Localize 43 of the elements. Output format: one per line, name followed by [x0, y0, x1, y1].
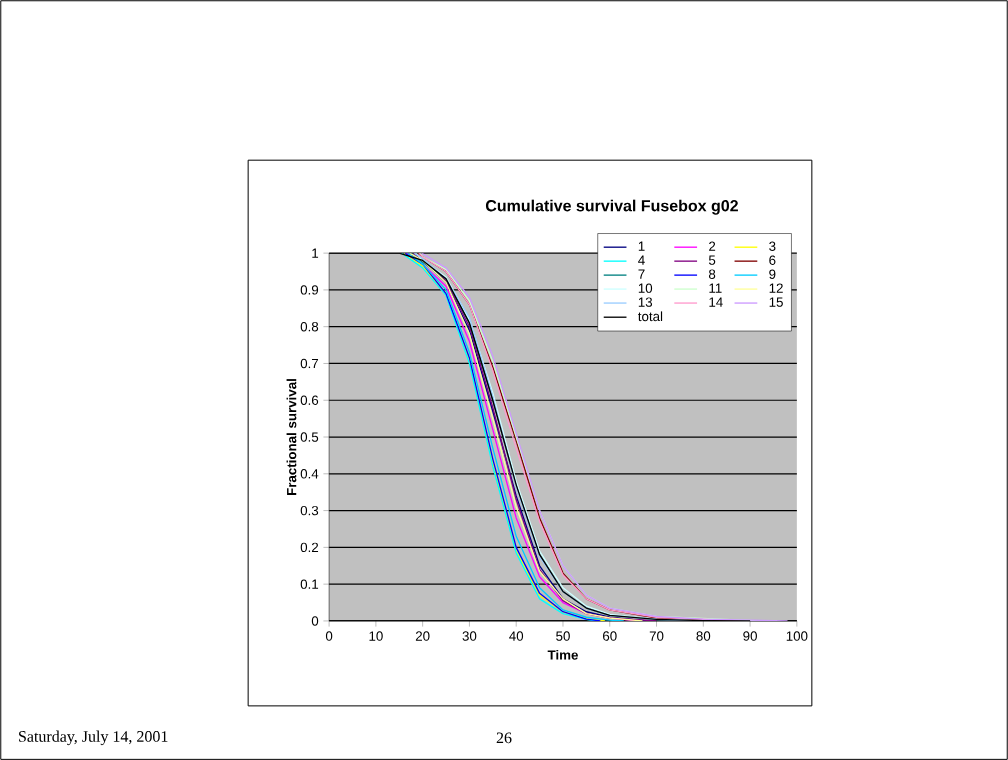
x-tick-label: 10	[369, 631, 383, 641]
y-tick-label: 0.3	[300, 505, 319, 516]
y-tick-label: 1	[312, 248, 319, 258]
x-tick-label: 0	[325, 631, 333, 641]
text: Saturday, July 14, 2001	[19, 730, 168, 746]
x-axis-title: Time	[547, 649, 578, 660]
y-tick-label: 0.6	[300, 395, 319, 405]
legend-label: 4	[638, 255, 645, 265]
legend-label: 15	[769, 297, 783, 307]
y-tick-label: 0.1	[300, 579, 319, 589]
legend-label: 2	[709, 241, 716, 251]
legend-label: 13	[638, 297, 653, 307]
text: 26	[496, 732, 512, 744]
x-tick-label: 30	[462, 631, 477, 641]
y-tick-label: 0.2	[300, 542, 319, 553]
chart-title: Cumulative survival Fusebox g02	[485, 199, 738, 215]
y-tick-label: 0.9	[300, 285, 319, 295]
legend-label: 8	[708, 269, 716, 279]
x-tick-label: 60	[603, 631, 617, 641]
y-tick-label: 0.5	[300, 432, 319, 442]
legend-label: 11	[709, 283, 722, 293]
y-tick-label: 0.8	[300, 321, 319, 332]
y-tick-label: 0.4	[300, 469, 319, 479]
y-axis-title: Fractional survival	[286, 379, 297, 495]
legend-label: 10	[638, 283, 653, 293]
legend-label: 6	[769, 255, 776, 265]
y-tick-label: 0.7	[300, 358, 319, 369]
legend-label: 1	[638, 241, 645, 251]
x-tick-label: 80	[696, 631, 711, 641]
legend-label: 9	[769, 269, 776, 279]
legend-label: 7	[638, 269, 645, 279]
legend-label: 3	[769, 241, 776, 251]
legend-label: 5	[708, 255, 716, 265]
x-tick-label: 50	[556, 631, 570, 641]
y-tick-label: 0	[311, 616, 319, 626]
x-tick-label: 70	[649, 631, 664, 641]
legend-label: 12	[769, 283, 783, 293]
x-tick-label: 40	[509, 631, 524, 641]
x-tick-label: 20	[415, 631, 430, 641]
legend-label: 14	[709, 297, 723, 307]
x-tick-label: 100	[786, 631, 808, 641]
x-tick-label: 90	[743, 631, 757, 641]
legend-label: total	[638, 311, 663, 322]
